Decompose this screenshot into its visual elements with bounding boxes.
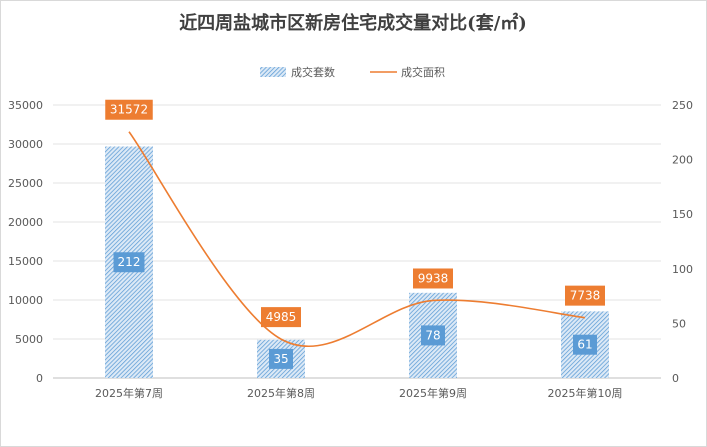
line-series <box>128 131 586 347</box>
area-series-line <box>128 131 586 347</box>
bar-value-label: 78 <box>425 328 440 342</box>
line-value-label: 4985 <box>266 310 297 324</box>
line-value-badge <box>105 99 153 120</box>
data-labels: 212 35 78 61 31572 4985 9938 7738 <box>105 99 605 369</box>
left-tick-label: 35000 <box>8 99 43 112</box>
x-tick-label: 2025年第9周 <box>399 386 467 400</box>
line-value-badge <box>565 285 605 306</box>
legend-label: 成交面积 <box>401 65 445 79</box>
bar-series <box>105 146 609 378</box>
legend-swatch-bar <box>260 67 286 77</box>
chart-title: 近四周盐城市区新房住宅成交量对比(套/㎡) <box>179 12 527 34</box>
right-axis: 0 50 100 150 200 250 <box>672 99 693 385</box>
left-tick-label: 20000 <box>8 216 43 229</box>
bar-value-badge <box>573 334 597 355</box>
x-tick-label: 2025年第8周 <box>247 386 315 400</box>
right-tick-label: 150 <box>672 208 693 221</box>
left-tick-label: 30000 <box>8 138 43 151</box>
line-value-label: 9938 <box>418 271 449 285</box>
right-tick-label: 50 <box>672 317 686 330</box>
line-value-label: 31572 <box>110 103 148 117</box>
legend-label: 成交套数 <box>291 65 335 79</box>
line-value-label: 7738 <box>570 289 601 303</box>
bar-value-badge <box>113 252 145 273</box>
right-tick-label: 250 <box>672 99 693 112</box>
bar-value-badge <box>269 348 293 369</box>
left-axis: 0 5000 10000 15000 20000 25000 30000 35000 <box>8 99 43 385</box>
x-axis: 2025年第7周 2025年第8周 2025年第9周 2025年第10周 <box>53 377 661 400</box>
bar-value-label: 35 <box>273 352 288 366</box>
left-tick-label: 5000 <box>15 333 43 346</box>
bar-value-badge <box>421 325 445 346</box>
x-tick-label: 2025年第10周 <box>548 386 623 400</box>
right-tick-label: 0 <box>672 372 679 385</box>
right-tick-label: 200 <box>672 154 693 167</box>
bar-value-label: 61 <box>577 338 592 352</box>
left-tick-label: 0 <box>36 372 43 385</box>
line-value-badge <box>261 307 301 328</box>
line-value-badge <box>413 268 453 289</box>
left-tick-label: 25000 <box>8 177 43 190</box>
x-tick-label: 2025年第7周 <box>95 386 163 400</box>
bar-value-label: 212 <box>118 255 141 269</box>
right-tick-label: 100 <box>672 263 693 276</box>
left-tick-label: 15000 <box>8 255 43 268</box>
left-tick-label: 10000 <box>8 294 43 307</box>
legend: 成交套数 成交面积 <box>260 65 445 79</box>
